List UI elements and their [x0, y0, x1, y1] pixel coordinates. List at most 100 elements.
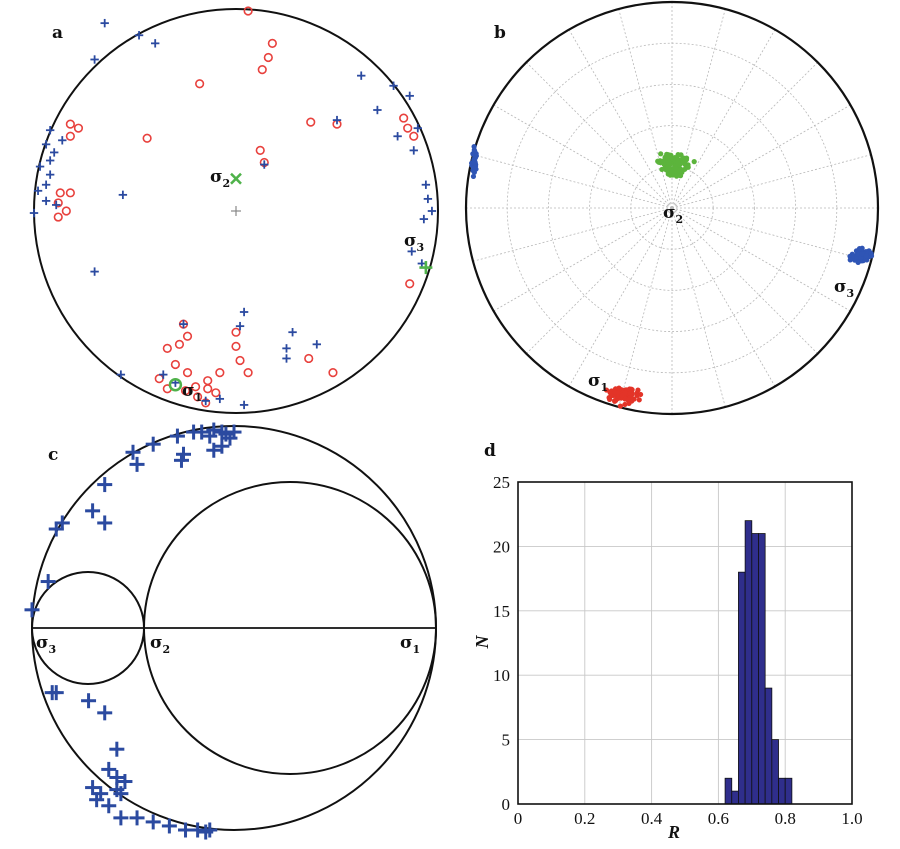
data-point-circle: [235, 355, 245, 366]
panel-d-histogram: d 0 0.2 0.4 0.6 0.8 1.0 0 5 10 15 20 25 R N: [472, 441, 863, 842]
mohr-data-point: [214, 438, 230, 454]
mohr-data-point: [117, 774, 133, 790]
data-point-plus: [58, 136, 67, 145]
data-point-circle: [399, 113, 409, 123]
bootstrap-point: [859, 251, 865, 257]
histogram-bar: [724, 777, 733, 805]
bootstrap-point: [627, 390, 633, 396]
panel-a-sigma3-label: σ3: [404, 231, 424, 254]
data-point-plus: [393, 132, 402, 141]
panel-a-sigma2-label: σ2: [210, 167, 230, 190]
bootstrap-point: [659, 166, 665, 173]
data-point-plus: [405, 91, 414, 101]
mohr-data-point: [109, 741, 125, 757]
mohr-data-point: [113, 786, 129, 802]
mohr-data-point: [145, 436, 161, 452]
data-point-circle: [174, 339, 185, 349]
data-point-plus: [260, 160, 269, 169]
grid-spoke: [671, 207, 872, 262]
grid-spoke: [526, 207, 673, 354]
mohr-data-point: [40, 574, 56, 590]
data-point-circle: [53, 198, 63, 208]
mohr-data-point: [113, 810, 129, 826]
panel-b-primitive-circle: [464, 0, 880, 416]
data-point-circle: [195, 79, 205, 89]
data-point-plus: [235, 321, 245, 331]
bootstrap-point: [603, 387, 610, 393]
mohr-data-point: [202, 822, 218, 838]
mohr-data-point: [85, 780, 101, 796]
data-point-plus: [118, 190, 128, 200]
mohr-data-point: [194, 424, 210, 440]
panel-c-sigma3-label: σ3: [36, 633, 56, 656]
mohr-data-point: [101, 798, 117, 814]
panel-c-sigma1-label: σ1: [400, 633, 420, 656]
data-point-circle: [215, 368, 225, 378]
bootstrap-point: [658, 151, 664, 157]
bootstrap-point: [855, 259, 861, 266]
mohr-data-point: [176, 446, 191, 462]
grid-spoke: [671, 29, 776, 209]
data-point-circle: [182, 368, 193, 378]
x-tick-label: 0.2: [574, 809, 595, 828]
panel-b-sigma2-label: σ2: [663, 203, 683, 226]
grid-spoke: [671, 104, 851, 209]
bootstrap-point: [473, 153, 479, 159]
panel-a-label: a: [52, 23, 63, 43]
panel-b-polar-grid: [466, 2, 878, 414]
histogram-bar: [751, 533, 759, 805]
mohr-data-point: [97, 515, 113, 531]
data-point-plus: [201, 396, 210, 406]
data-point-plus: [29, 208, 39, 218]
panel-b-label: b: [494, 23, 506, 43]
data-point-plus: [50, 148, 59, 157]
data-point-plus: [357, 71, 366, 80]
panel-a-stereonet: a σ2 σ3 σ1: [29, 6, 439, 414]
data-point-circle: [257, 64, 267, 75]
x-tick-label: 0.6: [708, 809, 729, 828]
data-point-plus: [134, 31, 144, 40]
histogram-bar: [778, 777, 786, 805]
mohr-data-point: [145, 814, 161, 830]
data-point-plus: [215, 394, 225, 404]
y-axis-label: N: [472, 635, 492, 650]
bootstrap-point: [868, 250, 874, 257]
histogram-bar: [744, 520, 753, 805]
grid-spoke: [671, 207, 851, 312]
bootstrap-point: [619, 392, 625, 399]
mohr-data-point: [125, 444, 141, 460]
mohr-data-point: [54, 515, 70, 531]
data-point-plus: [419, 214, 429, 224]
grid-spoke: [493, 207, 673, 312]
data-point-circle: [142, 133, 152, 143]
panel-c-label: c: [48, 445, 58, 465]
grid-spoke: [568, 207, 673, 387]
mohr-data-point: [97, 477, 113, 493]
panel-b-sigma3-label: σ3: [834, 277, 854, 300]
data-point-circle: [405, 279, 415, 289]
panel-a-sigma1-label: σ1: [182, 381, 202, 404]
sigma1-marker: [168, 377, 183, 392]
bootstrap-point: [676, 172, 682, 178]
data-point-plus: [312, 340, 321, 349]
mohr-data-point: [89, 792, 105, 808]
bootstrap-point: [635, 387, 641, 393]
data-point-plus: [41, 196, 51, 206]
grid-spoke: [618, 207, 673, 408]
mohr-data-point: [129, 810, 145, 826]
bootstrap-point: [655, 158, 661, 164]
bootstrap-point: [634, 392, 640, 398]
data-point-circle: [53, 212, 63, 222]
data-point-circle: [61, 206, 71, 216]
bootstrap-point: [612, 389, 618, 396]
data-point-plus: [100, 18, 109, 28]
histogram-bars: [724, 520, 793, 805]
grid-spoke: [671, 207, 818, 354]
bootstrap-point: [674, 158, 681, 165]
mohr-data-point: [222, 430, 238, 446]
y-tick-label: 5: [502, 731, 511, 750]
grid-spoke: [493, 104, 673, 209]
data-point-circle: [65, 131, 75, 141]
bootstrap-point: [471, 165, 477, 172]
y-tick-label: 10: [493, 666, 510, 685]
